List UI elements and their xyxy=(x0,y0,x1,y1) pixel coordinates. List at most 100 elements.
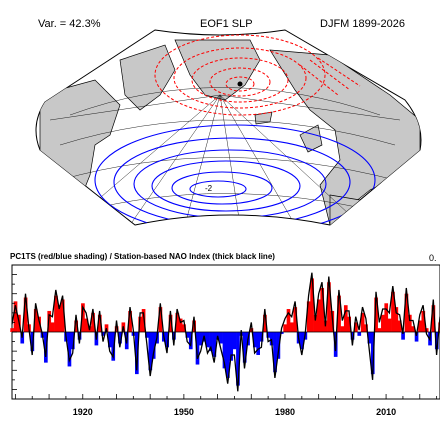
pc-bar xyxy=(111,332,116,361)
pc-bar xyxy=(232,332,237,350)
pc-bar xyxy=(70,332,75,350)
pc-bar xyxy=(175,312,180,332)
pc-bar xyxy=(219,332,223,344)
pc-bar xyxy=(401,332,405,340)
pc-bar xyxy=(57,305,62,332)
x-tick-label: 1950 xyxy=(174,407,194,417)
eof-map: -2 xyxy=(35,29,422,226)
pc-bar xyxy=(23,297,28,332)
pc-bar xyxy=(145,332,149,338)
pc-bar xyxy=(128,310,132,332)
x-tick-label: 1980 xyxy=(275,407,295,417)
pc-bar xyxy=(434,332,439,350)
pc-bar xyxy=(256,332,261,355)
pc-bar xyxy=(360,312,365,332)
pc-bar xyxy=(151,332,156,359)
pc-bar xyxy=(266,332,271,338)
pc-bar xyxy=(310,278,314,332)
pc-bar xyxy=(74,320,79,332)
pc-bar xyxy=(411,326,416,332)
pc-bar xyxy=(279,332,284,334)
pc-bar xyxy=(414,332,419,342)
pc-bar xyxy=(33,309,38,332)
pc-bar xyxy=(407,314,412,332)
pc-bar xyxy=(340,326,345,332)
pc-bar xyxy=(172,332,176,340)
pc-bar xyxy=(229,332,234,361)
pc-bar xyxy=(242,332,247,363)
pc-bar xyxy=(81,303,85,332)
pc-bar xyxy=(209,332,213,352)
pc-bar xyxy=(13,301,18,332)
season-label: DJFM 1899-2026 xyxy=(320,18,405,30)
pc-bar xyxy=(135,332,139,375)
pc-bar xyxy=(195,332,200,365)
pc-bar xyxy=(320,287,325,332)
pc-bar xyxy=(178,318,183,332)
pc-bar xyxy=(337,295,341,332)
pc-bar xyxy=(205,332,210,348)
positive-contours xyxy=(154,34,361,116)
pc-bar xyxy=(313,314,318,332)
pc-bar xyxy=(158,307,163,332)
pc-bar xyxy=(114,326,119,332)
pc-bar xyxy=(226,332,230,378)
pc-bar xyxy=(91,312,95,332)
pc-bar xyxy=(148,332,153,371)
pc-bar xyxy=(357,332,362,336)
pc-bar xyxy=(350,332,355,340)
nao-index-line xyxy=(11,272,440,392)
y-ticks xyxy=(12,274,17,390)
pc-bar xyxy=(300,332,304,350)
pc-bar xyxy=(269,332,274,346)
x-tick-label: 1920 xyxy=(73,407,93,417)
pc-bar xyxy=(138,316,143,332)
pc-bar xyxy=(316,299,321,332)
pc-bar xyxy=(168,314,173,332)
pc-bar xyxy=(30,332,35,352)
x-tick-label: 2010 xyxy=(376,407,396,417)
pc-bar xyxy=(397,320,402,332)
pc-bar xyxy=(418,320,422,332)
contour-label: -2 xyxy=(205,184,213,193)
pc-bar xyxy=(343,305,348,332)
pc-bar xyxy=(273,332,277,373)
british-isles-land xyxy=(299,124,323,153)
pc-bar xyxy=(374,297,378,332)
canada-arctic-land xyxy=(119,44,176,111)
pc-bar xyxy=(391,291,395,332)
pc-bar xyxy=(141,309,146,332)
variance-label: Var. = 42.3% xyxy=(38,18,101,30)
pc-bar xyxy=(259,332,264,342)
pc-bar xyxy=(286,309,291,332)
pc-bar xyxy=(381,314,385,332)
pc-bar xyxy=(290,322,294,332)
positive-center-dot xyxy=(237,81,243,87)
pc-bar xyxy=(263,314,267,332)
pc-bar xyxy=(199,332,203,346)
ts-corner-text: 0. xyxy=(429,253,437,263)
pc-bar xyxy=(101,332,105,336)
ts-title: PC1TS (red/blue shading) / Station-based… xyxy=(10,252,275,261)
pc-bar xyxy=(67,332,72,367)
pc-bar xyxy=(252,332,257,348)
graticule xyxy=(49,87,401,225)
pc-bar xyxy=(347,316,351,332)
pc-bar xyxy=(37,316,41,332)
pc-bar xyxy=(283,324,287,332)
pc-bar xyxy=(97,314,102,332)
pc-bar xyxy=(222,332,227,369)
pc-bar xyxy=(421,310,426,332)
pc-bar xyxy=(47,310,52,332)
pc-bar xyxy=(327,282,331,332)
pc-bar xyxy=(370,332,375,375)
pc-bar xyxy=(165,332,170,348)
pc-bar xyxy=(185,332,190,338)
pc-bar xyxy=(384,303,389,332)
pc-bar xyxy=(387,318,392,332)
pc-bar xyxy=(404,293,409,332)
pc-bar xyxy=(50,322,55,332)
pc-bar xyxy=(394,307,399,332)
pc-bar xyxy=(182,324,186,332)
pc-bar xyxy=(236,332,240,386)
